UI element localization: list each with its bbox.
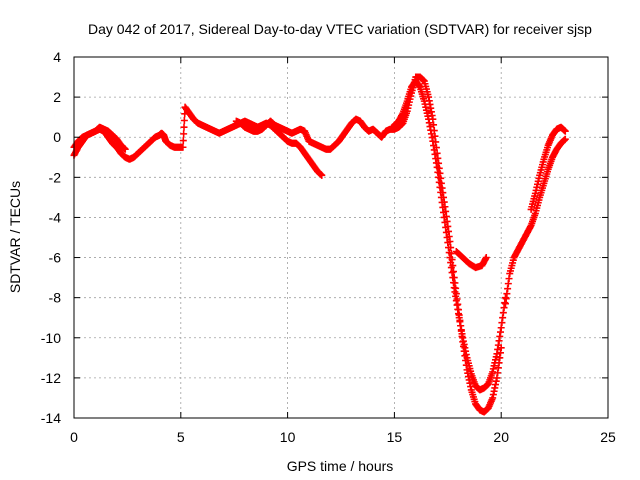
data-point — [449, 262, 457, 270]
x-tick-label: 25 — [600, 429, 616, 445]
data-point — [121, 145, 129, 153]
y-tick-label: -14 — [41, 410, 61, 426]
y-tick-label: 2 — [53, 89, 61, 105]
y-tick-label: 0 — [53, 129, 61, 145]
x-tick-label: 0 — [70, 429, 78, 445]
y-tick-label: -4 — [49, 209, 62, 225]
data-point — [446, 238, 454, 246]
chart-title: Day 042 of 2017, Sidereal Day-to-day VTE… — [88, 21, 592, 37]
data-point — [482, 254, 490, 262]
x-axis-label: GPS time / hours — [287, 458, 394, 474]
data-point — [180, 117, 188, 125]
data-point — [449, 268, 457, 276]
data-point — [561, 127, 569, 135]
x-tick-label: 5 — [177, 429, 185, 445]
data-point — [497, 344, 505, 352]
plot-frame — [73, 56, 609, 419]
y-tick-label: -6 — [49, 250, 62, 266]
data-point — [180, 123, 188, 131]
x-tick-label: 15 — [387, 429, 403, 445]
data-point — [318, 171, 326, 179]
data-marks — [70, 73, 569, 416]
data-point — [179, 137, 187, 145]
y-tick-label: -2 — [49, 169, 62, 185]
y-tick-label: -10 — [41, 330, 61, 346]
data-point — [447, 244, 455, 252]
data-point — [179, 143, 187, 151]
data-point — [448, 256, 456, 264]
grid — [74, 57, 608, 418]
y-tick-label: -8 — [49, 290, 62, 306]
x-tick-label: 20 — [493, 429, 509, 445]
data-point — [180, 130, 188, 138]
y-tick-label: 4 — [53, 49, 61, 65]
data-point — [447, 250, 455, 258]
data-point — [561, 135, 569, 143]
y-tick-label: -12 — [41, 370, 61, 386]
y-axis-label: SDTVAR / TECUs — [7, 181, 23, 293]
x-tick-label: 10 — [280, 429, 296, 445]
